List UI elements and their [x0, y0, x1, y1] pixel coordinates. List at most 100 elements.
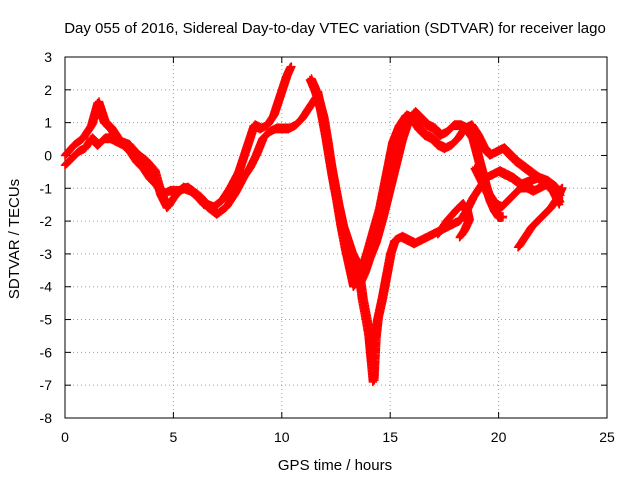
- y-tick-label: -4: [40, 279, 53, 295]
- data-point: [358, 295, 367, 304]
- y-tick-label: -5: [40, 312, 53, 328]
- data-point: [275, 92, 284, 101]
- data-point: [433, 230, 442, 239]
- data-point: [455, 121, 464, 130]
- data-point: [371, 240, 380, 249]
- data-point: [329, 180, 338, 189]
- data-point: [451, 207, 460, 216]
- data-point: [321, 131, 330, 140]
- data-point: [496, 203, 505, 212]
- data-point: [488, 171, 497, 180]
- data-point: [483, 190, 492, 199]
- y-tick-label: 3: [44, 49, 52, 65]
- series-5: [470, 162, 565, 213]
- data-point: [264, 128, 273, 137]
- data-point: [377, 217, 386, 226]
- data-point: [67, 154, 76, 163]
- chart-title: Day 055 of 2016, Sidereal Day-to-day VTE…: [64, 20, 606, 37]
- data-point: [139, 164, 148, 173]
- data-point: [455, 217, 464, 226]
- x-tick-label: 15: [382, 429, 398, 445]
- y-tick-label: -7: [40, 377, 53, 393]
- data-point: [468, 135, 477, 144]
- y-tick-label: -6: [40, 344, 53, 360]
- data-point: [303, 105, 312, 114]
- data-point: [420, 131, 429, 140]
- data-point: [498, 144, 507, 153]
- data-point: [403, 236, 412, 245]
- data-point: [384, 190, 393, 199]
- x-axis-label: GPS time / hours: [278, 457, 392, 474]
- data-point: [557, 184, 566, 193]
- data-point: [472, 151, 481, 160]
- y-tick-label: 2: [44, 82, 52, 98]
- data-markers: [60, 62, 567, 387]
- data-point: [468, 194, 477, 203]
- data-point: [368, 377, 377, 386]
- data-point: [373, 315, 382, 324]
- data-point: [501, 171, 510, 180]
- data-point: [520, 233, 529, 242]
- data-point: [305, 75, 314, 84]
- data-point: [87, 121, 96, 130]
- data-point: [355, 279, 364, 288]
- data-point: [470, 164, 479, 173]
- data-point: [397, 138, 406, 147]
- data-point: [533, 217, 542, 226]
- data-point: [446, 141, 455, 150]
- data-point: [462, 125, 471, 134]
- data-point: [74, 148, 83, 157]
- data-point: [520, 164, 529, 173]
- series-1: [60, 91, 322, 219]
- data-point: [459, 226, 468, 235]
- data-point: [169, 194, 178, 203]
- data-point: [507, 174, 516, 183]
- data-point: [269, 112, 278, 121]
- data-point: [338, 223, 347, 232]
- data-point: [342, 236, 351, 245]
- data-point: [349, 282, 358, 291]
- y-tick-label: 1: [44, 115, 52, 131]
- data-point: [106, 125, 115, 134]
- data-point: [485, 151, 494, 160]
- data-point: [61, 151, 69, 160]
- data-point: [165, 187, 174, 196]
- data-point: [455, 233, 464, 242]
- data-point: [546, 203, 555, 212]
- data-point: [427, 135, 436, 144]
- data-point: [141, 158, 150, 167]
- y-tick-label: -3: [40, 246, 53, 262]
- data-point: [522, 184, 531, 193]
- data-point: [494, 167, 503, 176]
- data-point: [449, 220, 458, 229]
- data-point: [442, 217, 451, 226]
- data-point: [414, 125, 423, 134]
- data-point: [440, 144, 449, 153]
- data-point: [230, 190, 239, 199]
- data-point: [492, 148, 501, 157]
- data-point: [416, 236, 425, 245]
- series-trace: [513, 183, 567, 252]
- data-point: [442, 128, 451, 137]
- data-point: [386, 249, 395, 258]
- data-point: [362, 318, 371, 327]
- data-point: [511, 158, 520, 167]
- data-point: [195, 194, 204, 203]
- data-point: [234, 167, 243, 176]
- series-7: [433, 198, 474, 242]
- y-tick-label: -8: [40, 410, 53, 426]
- data-point: [381, 272, 390, 281]
- data-point: [225, 184, 234, 193]
- data-point: [423, 233, 432, 242]
- data-point: [436, 131, 445, 140]
- data-point: [243, 141, 252, 150]
- data-point: [381, 171, 390, 180]
- data-point: [262, 121, 271, 130]
- data-point: [457, 200, 466, 209]
- data-point: [535, 184, 544, 193]
- data-point: [286, 62, 295, 71]
- data-point: [297, 115, 306, 124]
- data-point: [388, 138, 397, 147]
